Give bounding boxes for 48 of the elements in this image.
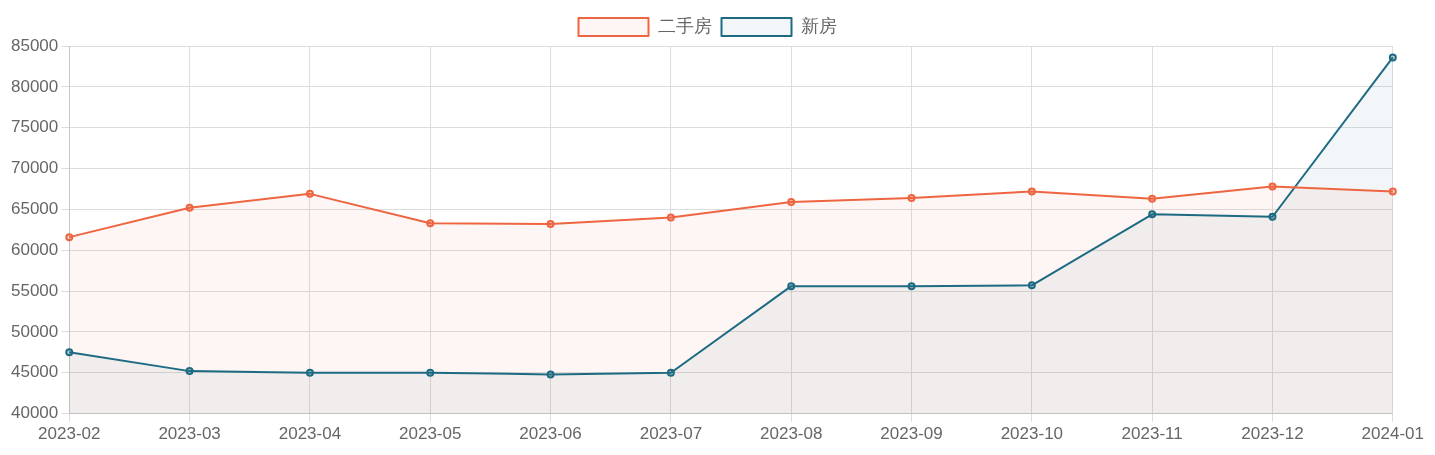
x-tick-label: 2023-03	[158, 424, 221, 444]
point	[1148, 194, 1157, 203]
y-tick-label: 75000	[10, 117, 59, 137]
x-tick-label: 2023-12	[1241, 424, 1304, 444]
point	[426, 368, 435, 377]
point	[305, 368, 314, 377]
point	[1388, 187, 1397, 196]
x-tick-label: 2023-04	[278, 424, 342, 444]
y-tick-label: 55000	[10, 280, 59, 300]
point	[426, 219, 435, 228]
point	[546, 370, 555, 379]
x-tick-label: 2023-08	[760, 424, 823, 444]
point	[1027, 281, 1036, 290]
point	[305, 189, 314, 198]
point	[666, 213, 675, 222]
point	[787, 198, 796, 207]
point	[185, 203, 194, 212]
point	[787, 282, 796, 291]
point	[1148, 210, 1157, 219]
y-tick-label: 80000	[10, 76, 59, 96]
x-tick-label: 2024-01	[1361, 424, 1424, 444]
x-tick-label: 2023-05	[399, 424, 462, 444]
legend-label: 新房	[800, 15, 837, 36]
point	[1268, 212, 1277, 221]
x-tick-label: 2023-11	[1121, 424, 1183, 444]
x-tick-label: 2023-06	[519, 424, 582, 444]
legend-label: 二手房	[657, 15, 712, 36]
point	[666, 368, 675, 377]
y-tick-label: 70000	[10, 158, 59, 178]
x-tick-label: 2023-07	[639, 424, 703, 444]
y-tick-label: 50000	[10, 321, 59, 341]
point	[546, 220, 555, 229]
point	[1027, 187, 1036, 196]
y-tick-label: 65000	[10, 199, 59, 219]
point	[907, 282, 916, 291]
point	[185, 367, 194, 376]
point	[1268, 182, 1277, 191]
y-tick-label: 40000	[10, 403, 59, 423]
point	[65, 348, 74, 357]
y-tick-label: 45000	[10, 362, 59, 382]
y-tick-label: 60000	[10, 239, 59, 259]
x-tick-label: 2023-10	[1000, 424, 1064, 444]
point	[907, 193, 916, 202]
point	[65, 233, 74, 242]
y-tick-label: 85000	[10, 35, 59, 55]
x-tick-label: 2023-02	[38, 424, 101, 444]
point	[1388, 53, 1397, 62]
x-tick-label: 2023-09	[880, 424, 943, 444]
